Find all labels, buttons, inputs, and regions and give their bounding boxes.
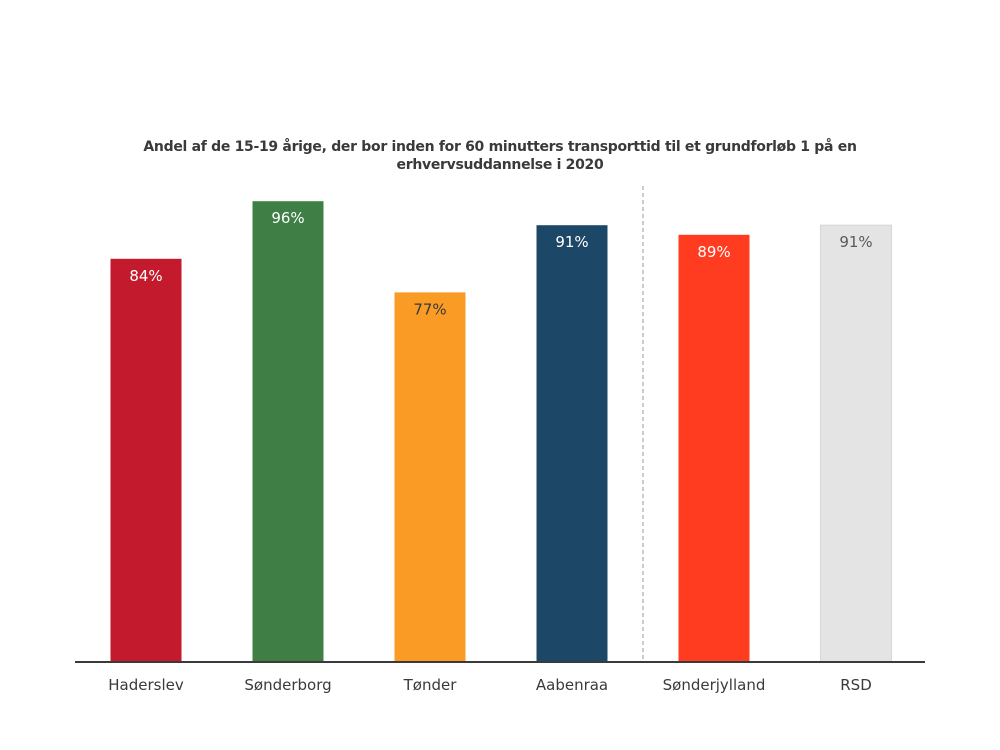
bar-value-label: 84%	[129, 267, 162, 285]
bar-value-label: 96%	[271, 209, 304, 227]
x-axis-tick-labels: Haderslev Sønderborg Tønder Aabenraa Sønderj…	[108, 676, 871, 694]
x-tick-label: Aabenraa	[536, 676, 608, 694]
labels-layer: 84% 96% 77% 91% 89% 91%	[129, 209, 872, 318]
x-tick-label: Haderslev	[108, 676, 184, 694]
x-tick-label: Sønderjylland	[663, 676, 766, 694]
x-tick-label: RSD	[840, 676, 872, 694]
chart-title: Andel af de 15-19 årige, der bor inden f…	[143, 139, 857, 173]
bar-value-label: 77%	[413, 300, 446, 318]
bar-value-label: 91%	[555, 233, 588, 251]
bar-aabenraa	[536, 225, 608, 662]
bar-value-label: 89%	[697, 243, 730, 261]
bar-sønderborg	[252, 201, 324, 662]
bar-tønder	[394, 292, 466, 662]
bar-value-label: 91%	[839, 233, 872, 251]
bar-rsd	[820, 224, 892, 663]
bars-layer	[110, 201, 892, 663]
bar-haderslev	[110, 258, 182, 662]
bar-sønderjylland	[678, 234, 750, 663]
x-tick-label: Tønder	[403, 676, 458, 694]
x-tick-label: Sønderborg	[244, 676, 331, 694]
